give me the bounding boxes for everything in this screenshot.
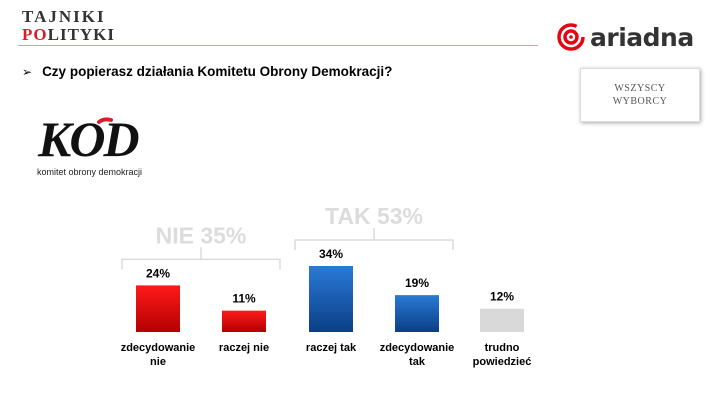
kod-mark-icon: KOD [37,111,140,167]
question-text: Czy popierasz działania Komitetu Obrony … [42,64,393,79]
brand-left-rest: LITYKI [47,25,116,44]
category-label: trudno [485,342,520,354]
category-label: zdecydowanie [380,342,455,354]
tajniki-polityki-logo: TAJNIKI POLITYKI [22,8,115,43]
brand-left-accent: PO [22,25,48,44]
category-label: raczej tak [306,342,357,354]
bar [309,266,353,332]
segment-line2: WYBORCY [612,96,668,107]
segment-badge: WSZYSCY WYBORCY [580,68,700,122]
kod-logo: KOD komitet obrony demokracji [36,108,146,177]
question: ➢ Czy popierasz działania Komitetu Obron… [22,64,392,79]
group-bracket [294,228,454,250]
category-label: tak [409,356,426,368]
header-divider [18,45,538,46]
group-label: NIE 35% [156,222,247,248]
bar [136,285,180,332]
ariadna-logo: ariadna [556,22,694,52]
group-bracket [121,247,281,270]
category-label: raczej nie [219,342,269,354]
group-label: TAK 53% [325,203,423,229]
ariadna-wordmark: ariadna [590,22,694,52]
bar [395,295,439,332]
category-label: powiedzieć [473,356,532,368]
value-label: 12% [490,290,514,304]
kod-subtitle: komitet obrony demokracji [37,167,143,177]
value-label: 11% [232,292,256,306]
arrow-bullet-icon: ➢ [22,64,33,79]
brand-left-line1: TAJNIKI [22,7,106,26]
bar [480,308,524,332]
category-label: zdecydowanie [121,342,196,354]
value-label: 34% [319,247,343,261]
value-label: 19% [405,276,429,290]
bar [222,310,266,332]
category-label: nie [150,356,166,368]
segment-line1: WSZYSCY [614,82,666,94]
brand-left-line2: POLITYKI [22,26,115,43]
ariadna-mark-icon [557,23,585,51]
value-label: 24% [146,266,170,280]
kod-mark: KOD [37,111,138,164]
